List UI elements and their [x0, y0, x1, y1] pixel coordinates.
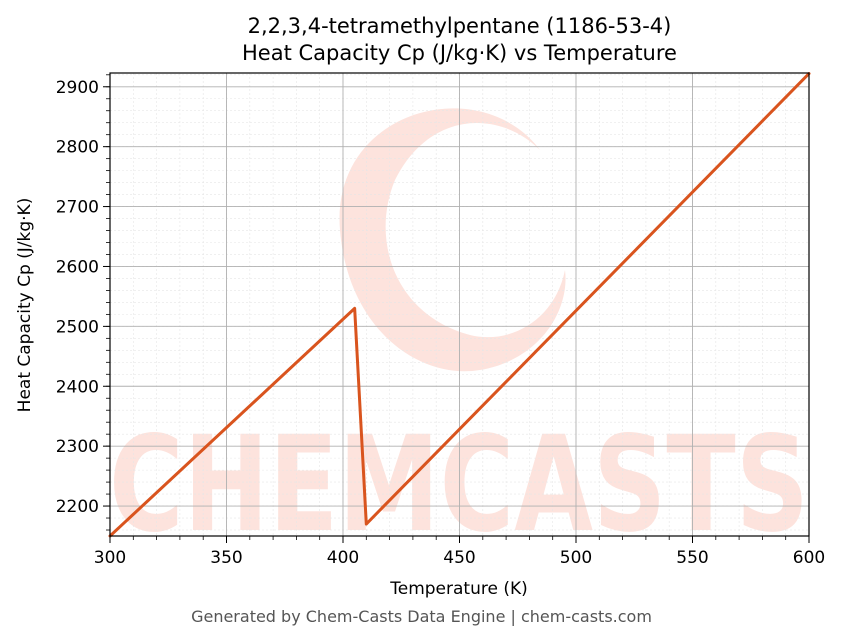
- axis-ticks: [103, 74, 810, 543]
- x-axis-label: Temperature (K): [389, 579, 528, 599]
- y-tick-label: 2200: [56, 497, 99, 517]
- series-layer: [108, 72, 811, 538]
- x-tick-label: 600: [793, 548, 825, 568]
- x-tick-label: 550: [676, 548, 708, 568]
- x-tick-label: 400: [327, 548, 359, 568]
- y-tick-labels: 2200 2300 2400 2500 2600 2700 2800 2900: [56, 78, 99, 517]
- y-tick-label: 2300: [56, 437, 99, 457]
- chart-title: 2,2,3,4-tetramethylpentane (1186-53-4): [247, 14, 672, 38]
- x-tick-label: 500: [560, 548, 592, 568]
- y-tick-label: 2700: [56, 198, 99, 218]
- heat-capacity-line: [108, 72, 811, 538]
- y-axis-label: Heat Capacity Cp (J/kg·K): [15, 198, 35, 413]
- y-tick-label: 2900: [56, 78, 99, 98]
- x-tick-label: 350: [210, 548, 242, 568]
- major-grid: [109, 73, 810, 536]
- chart-subtitle: Heat Capacity Cp (J/kg·K) vs Temperature: [242, 41, 677, 65]
- footer-credit: Generated by Chem-Casts Data Engine | ch…: [191, 607, 652, 626]
- y-tick-label: 2400: [56, 377, 99, 397]
- x-tick-label: 450: [443, 548, 475, 568]
- y-tick-label: 2800: [56, 138, 99, 158]
- x-tick-labels: 300 350 400 450 500 550 600: [94, 548, 825, 568]
- y-tick-label: 2500: [56, 317, 99, 337]
- x-tick-label: 300: [94, 548, 126, 568]
- y-tick-label: 2600: [56, 257, 99, 277]
